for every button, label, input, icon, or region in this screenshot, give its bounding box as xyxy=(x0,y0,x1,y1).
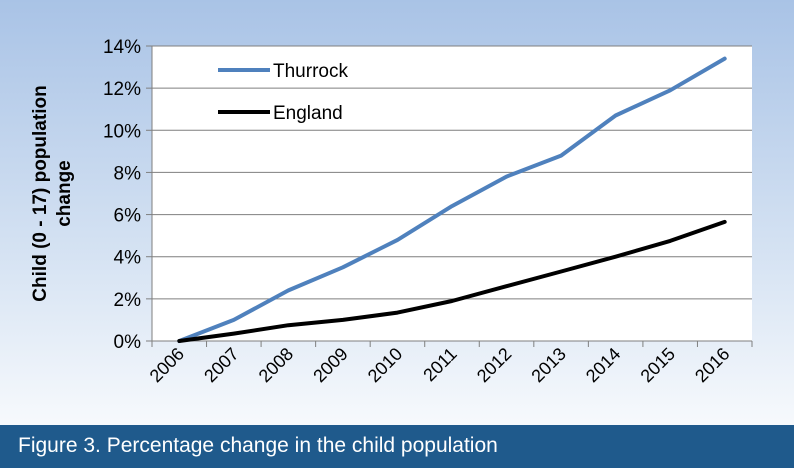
x-tick-label: 2007 xyxy=(200,344,242,386)
caption-bar: Figure 3. Percentage change in the child… xyxy=(0,425,794,468)
x-tick-label: 2006 xyxy=(146,344,188,386)
x-tick-label: 2012 xyxy=(473,344,515,386)
series-line-thurrock xyxy=(177,56,727,343)
y-tick-label: 0% xyxy=(114,332,142,353)
y-tick-label: 4% xyxy=(114,248,142,269)
x-tick-label: 2010 xyxy=(364,344,406,386)
legend-label: England xyxy=(273,103,343,124)
x-tick-label: 2016 xyxy=(691,344,733,386)
x-tick-label: 2015 xyxy=(637,344,679,386)
legend-label: Thurrock xyxy=(273,61,348,82)
x-tick-label: 2014 xyxy=(582,344,624,386)
legend: Thurrock England xyxy=(218,61,348,124)
plot-area xyxy=(152,46,752,341)
gridlines xyxy=(152,45,752,341)
x-tick-label: 2009 xyxy=(309,344,351,386)
y-axis-title: Child (0 - 17) population change xyxy=(30,85,75,301)
y-tick-label: 8% xyxy=(114,163,142,184)
series-line-england xyxy=(177,219,727,343)
y-tick-label: 12% xyxy=(103,79,141,100)
figure-caption: Figure 3. Percentage change in the child… xyxy=(18,434,498,457)
y-tick-label: 6% xyxy=(114,206,142,227)
y-tick-label: 10% xyxy=(103,121,141,142)
x-tick-label: 2008 xyxy=(255,344,297,386)
y-axis-title-line: change xyxy=(54,160,75,227)
y-tick-label: 14% xyxy=(103,37,141,58)
y-axis-title-line: Child (0 - 17) population xyxy=(30,85,51,301)
line-chart: 0% 2% 4% 6% 8% 10% 12% 14% 2006 2007 2008 2009 2010 2… xyxy=(30,37,753,386)
series-lines xyxy=(177,56,727,343)
x-tick-label: 2011 xyxy=(419,344,461,386)
x-tick-label: 2013 xyxy=(527,344,569,386)
y-tick-label: 2% xyxy=(114,290,142,311)
